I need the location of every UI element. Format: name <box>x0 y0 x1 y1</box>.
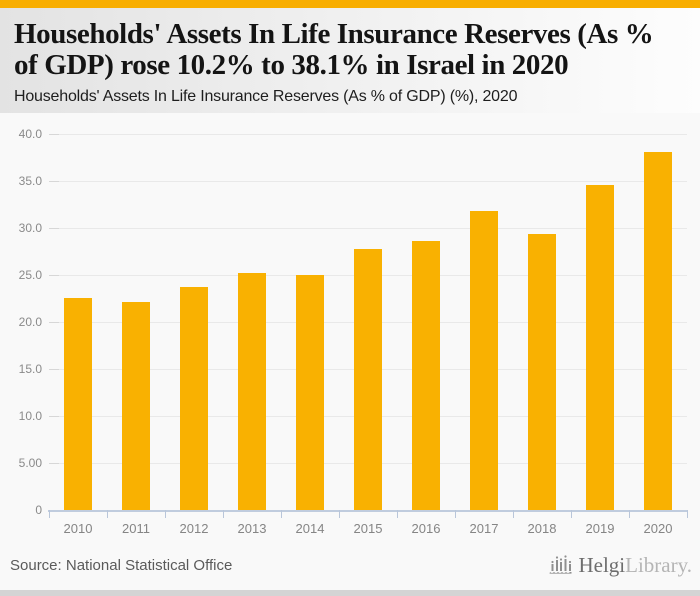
y-axis-label: 10.0 <box>18 409 42 423</box>
x-axis-label-2013: 2013 <box>237 521 267 536</box>
bar-2018[interactable] <box>528 233 556 510</box>
x-tick <box>49 510 50 518</box>
bar-2019[interactable] <box>586 184 614 510</box>
bar-2017[interactable] <box>470 211 498 510</box>
top-accent-bar <box>0 0 700 8</box>
x-tick <box>107 510 108 518</box>
x-axis-label-2016: 2016 <box>411 521 441 536</box>
x-tick <box>281 510 282 518</box>
x-tick <box>513 510 514 518</box>
y-axis-label: 30.0 <box>18 221 42 235</box>
x-axis-label-2015: 2015 <box>353 521 383 536</box>
y-axis-label: 40.0 <box>18 127 42 141</box>
x-axis-line <box>48 510 688 512</box>
logo-brand-secondary: Library. <box>625 552 692 577</box>
x-tick <box>455 510 456 518</box>
y-tick <box>49 322 59 323</box>
x-tick <box>339 510 340 518</box>
logo-text: HelgiLibrary. <box>578 553 692 578</box>
y-axis-label: 25.0 <box>18 268 42 282</box>
x-axis-label-2020: 2020 <box>643 521 673 536</box>
x-axis-label-2014: 2014 <box>295 521 325 536</box>
chart-subtitle: Households' Assets In Life Insurance Res… <box>14 88 518 105</box>
y-axis-label: 15.0 <box>18 362 42 376</box>
x-tick <box>571 510 572 518</box>
bar-2015[interactable] <box>354 248 382 510</box>
y-tick <box>49 463 59 464</box>
y-tick <box>49 275 59 276</box>
y-tick <box>49 134 59 135</box>
x-axis-label-2011: 2011 <box>122 521 150 536</box>
bottom-strip <box>0 590 700 596</box>
y-tick <box>49 181 59 182</box>
x-tick <box>165 510 166 518</box>
y-axis-label: 5.00 <box>18 456 42 470</box>
x-tick <box>629 510 630 518</box>
bar-2010[interactable] <box>64 297 92 510</box>
y-tick <box>49 228 59 229</box>
y-gridline <box>49 228 687 229</box>
x-axis-label-2010: 2010 <box>63 521 93 536</box>
x-axis-label-2019: 2019 <box>585 521 615 536</box>
chart-header: Households' Assets In Life Insurance Res… <box>0 8 700 113</box>
bar-2016[interactable] <box>412 241 440 510</box>
y-gridline <box>49 181 687 182</box>
y-axis-label: 20.0 <box>18 315 42 329</box>
bar-2012[interactable] <box>180 287 208 510</box>
x-tick <box>687 510 688 518</box>
bar-2011[interactable] <box>122 302 150 510</box>
x-axis-label-2017: 2017 <box>469 521 499 536</box>
bar-2014[interactable] <box>296 275 324 510</box>
source-text: Source: National Statistical Office <box>10 556 233 574</box>
y-tick <box>49 416 59 417</box>
bar-2020[interactable] <box>644 151 672 510</box>
chart-footer: Source: National Statistical Office <box>0 540 700 590</box>
helgi-library-logo[interactable]: HelgiLibrary. <box>549 553 692 578</box>
y-axis-label: 0 <box>35 503 42 517</box>
bar-2013[interactable] <box>238 273 266 510</box>
bar-chart-plot-area: 0 5.00 10.0 15.0 20.0 25.0 30.0 35.0 40.0 2010 201… <box>0 113 700 540</box>
chart-title: Households' Assets In Life Insurance Res… <box>14 18 654 81</box>
y-tick <box>49 369 59 370</box>
logo-brand-primary: Helgi <box>578 552 626 577</box>
x-tick <box>223 510 224 518</box>
y-gridline <box>49 134 687 135</box>
y-axis-label: 35.0 <box>18 174 42 188</box>
x-axis-label-2012: 2012 <box>179 521 209 536</box>
x-tick <box>397 510 398 518</box>
helgi-logo-icon <box>549 555 572 574</box>
x-axis-label-2018: 2018 <box>527 521 557 536</box>
